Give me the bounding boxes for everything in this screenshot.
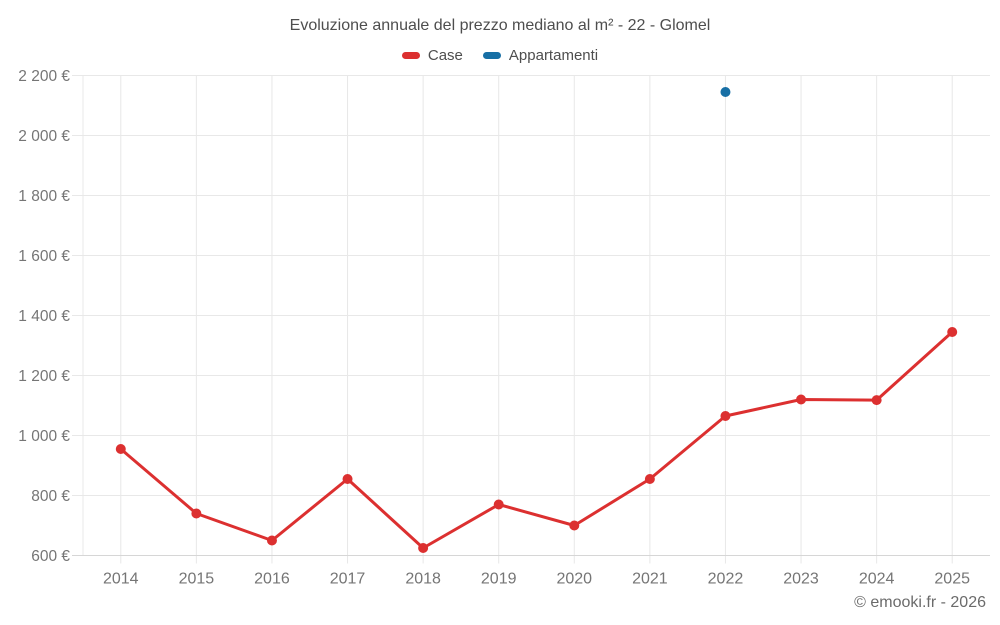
x-axis-tick-label: 2020 <box>556 571 592 588</box>
x-axis-tick-label: 2025 <box>934 571 970 588</box>
y-axis-tick-label: 1 200 € <box>18 368 70 385</box>
y-axis-tick-label: 800 € <box>31 488 70 505</box>
y-axis-tick-label: 1 600 € <box>18 248 70 265</box>
gridlines <box>72 75 990 564</box>
legend-item-appartamenti[interactable]: Appartamenti <box>482 47 599 64</box>
y-axis-tick-label: 1 400 € <box>18 308 70 325</box>
x-axis-tick-label: 2016 <box>254 571 290 588</box>
x-axis-tick-label: 2018 <box>405 571 441 588</box>
y-axis-tick-label: 1 800 € <box>18 188 70 205</box>
x-axis-tick-label: 2015 <box>179 571 215 588</box>
case-point-2020[interactable] <box>569 520 580 531</box>
case-point-2018[interactable] <box>418 543 429 553</box>
y-axis-tick-label: 2 200 € <box>18 68 70 85</box>
x-axis-tick-label: 2021 <box>632 571 668 588</box>
legend-label-appartamenti: Appartamenti <box>508 47 599 64</box>
case-series-line <box>119 330 954 550</box>
appartamenti-series <box>720 87 731 97</box>
case-series <box>115 327 958 553</box>
case-point-2024[interactable] <box>871 395 882 406</box>
case-point-2021[interactable] <box>644 474 655 484</box>
chart-legend: Case Appartamenti <box>0 47 1000 64</box>
x-axis-tick-label: 2024 <box>859 571 895 588</box>
x-axis-labels: 2014 2015 2016 2017 2018 2019 2020 2021 2022 2023… <box>103 571 970 588</box>
case-series-swatch-icon <box>401 52 420 59</box>
case-point-2025[interactable] <box>947 327 958 337</box>
case-point-2017[interactable] <box>342 474 353 484</box>
y-axis-tick-label: 600 € <box>31 548 70 565</box>
x-axis-tick-label: 2017 <box>330 571 366 588</box>
legend-item-case[interactable]: Case <box>401 47 463 64</box>
legend-label-case: Case <box>427 47 463 64</box>
case-point-2022[interactable] <box>720 411 731 421</box>
y-axis-tick-label: 1 000 € <box>18 428 70 445</box>
copyright-note: © emooki.fr - 2026 <box>854 594 986 611</box>
case-point-2015[interactable] <box>191 508 202 519</box>
y-axis-labels: 600 € 800 € 1 000 € 1 200 € 1 400 € 1 600 € 1 … <box>18 68 70 565</box>
x-axis-tick-label: 2023 <box>783 571 819 588</box>
case-point-2023[interactable] <box>796 394 807 405</box>
appartamenti-series-swatch-icon <box>482 52 501 59</box>
y-axis-tick-label: 2 000 € <box>18 128 70 145</box>
x-axis-tick-label: 2019 <box>481 571 517 588</box>
chart-title: Evoluzione annuale del prezzo mediano al… <box>289 17 711 34</box>
x-axis-tick-label: 2022 <box>708 571 744 588</box>
case-point-2016[interactable] <box>266 535 277 546</box>
case-point-2014[interactable] <box>115 444 126 454</box>
appartamenti-point-2022[interactable] <box>720 87 731 97</box>
case-point-2019[interactable] <box>493 499 504 510</box>
x-axis-tick-label: 2014 <box>103 571 139 588</box>
